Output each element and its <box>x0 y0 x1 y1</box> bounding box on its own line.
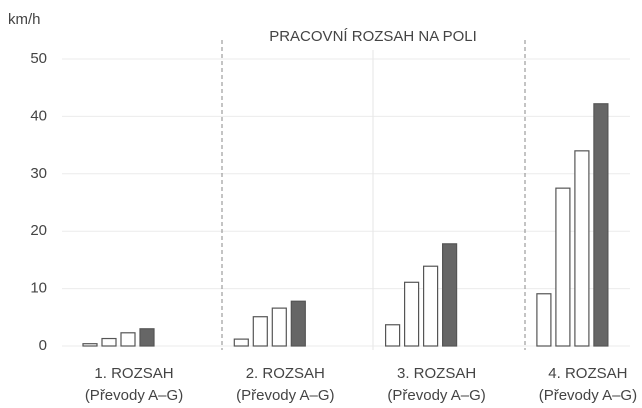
x-tick-label: 4. ROZSAH <box>548 365 627 382</box>
bar <box>593 103 609 347</box>
y-tick-label: 10 <box>30 280 47 297</box>
x-tick-sublabel: (Převody A–G) <box>387 387 485 404</box>
x-tick-label: 2. ROZSAH <box>246 365 325 382</box>
bar <box>101 337 117 347</box>
bar <box>290 300 306 347</box>
bar <box>574 150 590 347</box>
chart-title: PRACOVNÍ ROZSAH NA POLI <box>269 28 477 45</box>
x-tick-label: 1. ROZSAH <box>94 365 173 382</box>
bar <box>385 324 401 347</box>
bar <box>442 243 458 347</box>
bar <box>555 187 571 347</box>
x-tick-sublabel: (Převody A–G) <box>85 387 183 404</box>
x-tick-label: 3. ROZSAH <box>397 365 476 382</box>
bar <box>404 281 420 347</box>
bar <box>423 265 439 347</box>
y-tick-label: 20 <box>30 222 47 239</box>
bar <box>120 332 136 347</box>
bar <box>271 307 287 347</box>
bar <box>82 343 98 347</box>
y-axis-label: km/h <box>8 11 41 28</box>
bar <box>233 338 249 347</box>
x-tick-sublabel: (Převody A–G) <box>539 387 637 404</box>
bar <box>536 293 552 347</box>
bar <box>252 316 268 347</box>
y-tick-label: 50 <box>30 50 47 67</box>
y-tick-label: 0 <box>39 337 47 354</box>
bar <box>139 328 155 347</box>
x-tick-sublabel: (Převody A–G) <box>236 387 334 404</box>
y-tick-label: 40 <box>30 107 47 124</box>
y-tick-label: 30 <box>30 165 47 182</box>
